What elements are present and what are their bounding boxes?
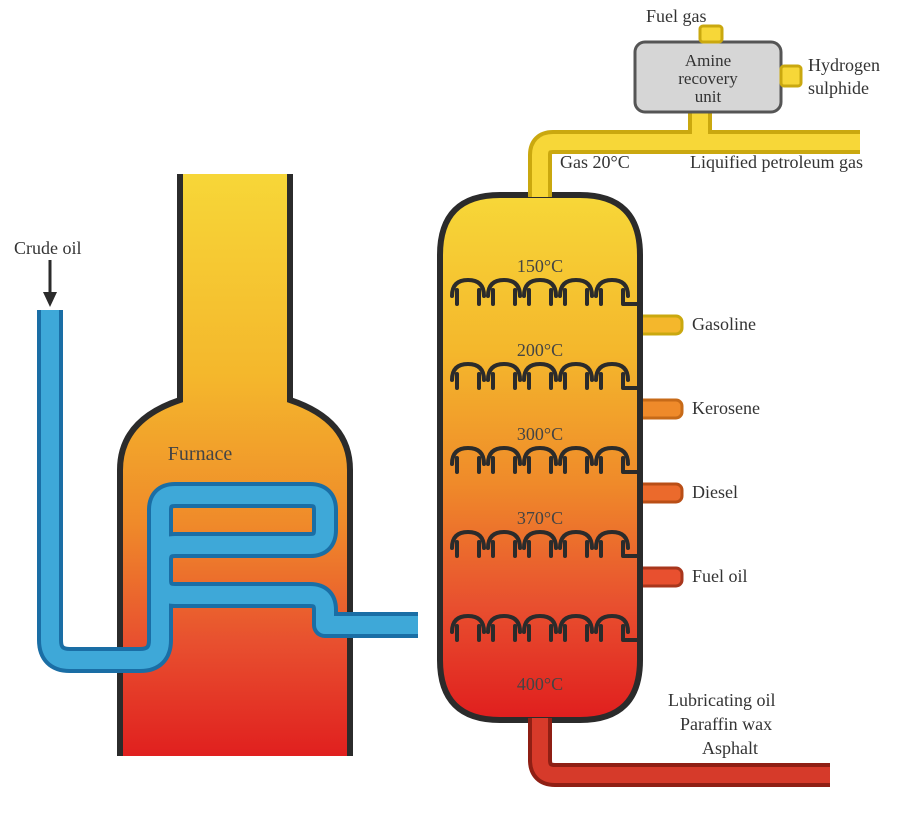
svg-text:300°C: 300°C [517, 424, 563, 444]
bottom-label-1: Lubricating oil [668, 690, 775, 711]
output-kerosene: Kerosene [692, 398, 760, 419]
svg-text:200°C: 200°C [517, 340, 563, 360]
fuel-gas-label: Fuel gas [646, 6, 707, 27]
output-gasoline: Gasoline [692, 314, 756, 335]
lpg-label: Liquified petroleum gas [690, 152, 863, 173]
furnace: Furnace [117, 166, 353, 764]
crude-oil-label: Crude oil [14, 238, 82, 259]
svg-text:150°C: 150°C [517, 256, 563, 276]
amine-recovery-unit: Amine recovery unit [635, 26, 801, 112]
amine-label-1: Amine [685, 51, 731, 70]
gas-temp-label: Gas 20°C [560, 152, 630, 173]
amine-label-3: unit [695, 87, 722, 106]
output-fuel-oil: Fuel oil [692, 566, 748, 587]
svg-text:400°C: 400°C [517, 674, 563, 694]
svg-text:370°C: 370°C [517, 508, 563, 528]
amine-label-2: recovery [678, 69, 738, 88]
bottom-label-2: Paraffin wax [680, 714, 772, 735]
hydrogen-sulphide-label-1: Hydrogen [808, 55, 880, 76]
furnace-label: Furnace [168, 443, 233, 465]
hydrogen-sulphide-label-2: sulphide [808, 78, 869, 99]
bottom-label-3: Asphalt [702, 738, 758, 759]
distillation-column: 150°C 200°C 300°C 370°C 400°C [440, 195, 682, 720]
output-diesel: Diesel [692, 482, 738, 503]
